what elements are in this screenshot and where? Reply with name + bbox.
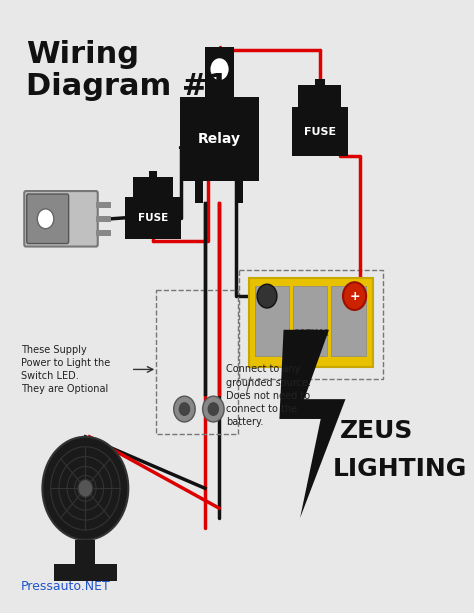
Bar bbox=[54, 563, 117, 582]
Circle shape bbox=[343, 282, 366, 310]
FancyBboxPatch shape bbox=[27, 194, 69, 243]
Circle shape bbox=[173, 396, 195, 422]
Text: FUSE: FUSE bbox=[304, 127, 336, 137]
Bar bbox=[195, 181, 203, 203]
Circle shape bbox=[179, 402, 190, 416]
Text: Pressauto.NET: Pressauto.NET bbox=[21, 581, 111, 593]
Bar bbox=[133, 177, 173, 200]
Text: These Supply
Power to Light the
Switch LED.
They are Optional: These Supply Power to Light the Switch L… bbox=[21, 345, 110, 394]
Text: FUSE: FUSE bbox=[138, 213, 168, 223]
Circle shape bbox=[42, 437, 128, 540]
Text: Wiring
Diagram #1: Wiring Diagram #1 bbox=[26, 40, 229, 101]
Text: Connect to any
grounded source.
Does not need to
connect to the
battery.: Connect to any grounded source. Does not… bbox=[226, 365, 311, 427]
Circle shape bbox=[210, 58, 228, 80]
Bar bbox=[292, 286, 328, 356]
Bar bbox=[180, 97, 259, 181]
Bar bbox=[235, 181, 243, 203]
Bar bbox=[125, 197, 181, 238]
Bar bbox=[96, 230, 111, 235]
Bar bbox=[96, 202, 111, 208]
Circle shape bbox=[202, 396, 224, 422]
FancyBboxPatch shape bbox=[24, 191, 98, 246]
Bar bbox=[239, 270, 383, 379]
Circle shape bbox=[37, 209, 54, 229]
Bar bbox=[255, 286, 289, 356]
Text: Relay: Relay bbox=[198, 132, 241, 146]
Bar bbox=[149, 171, 157, 180]
Text: OPTIMA: OPTIMA bbox=[292, 329, 329, 338]
Bar bbox=[249, 278, 373, 367]
Bar bbox=[96, 216, 111, 222]
Bar bbox=[299, 85, 341, 110]
Bar bbox=[331, 286, 366, 356]
Circle shape bbox=[78, 479, 93, 497]
Bar bbox=[292, 107, 348, 156]
Text: +: + bbox=[349, 289, 360, 303]
Polygon shape bbox=[279, 330, 346, 518]
Bar bbox=[155, 290, 238, 434]
Circle shape bbox=[257, 284, 277, 308]
Text: ZEUS: ZEUS bbox=[340, 419, 413, 443]
Text: LIGHTING: LIGHTING bbox=[333, 457, 467, 481]
Bar bbox=[75, 540, 95, 568]
Bar bbox=[315, 79, 325, 89]
Circle shape bbox=[208, 402, 219, 416]
Bar bbox=[205, 47, 235, 102]
